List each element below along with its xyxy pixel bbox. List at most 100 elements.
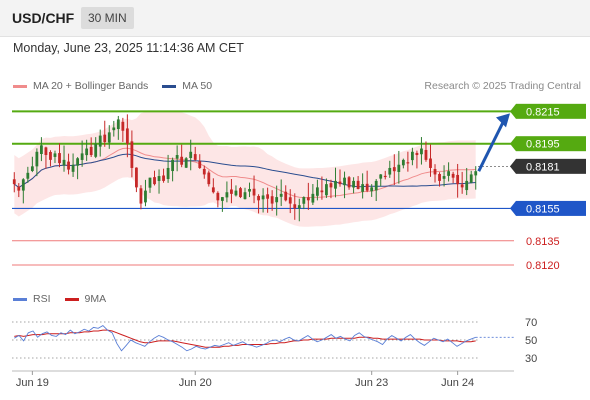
candle-body [424, 149, 428, 160]
candle-body [12, 179, 16, 185]
candle-body [107, 132, 111, 143]
candle-body [130, 141, 134, 168]
candle-body [189, 151, 193, 159]
timestamp: Monday, June 23, 2025 11:14:36 AM CET [13, 41, 244, 55]
candle-body [144, 190, 147, 203]
candle-body [49, 151, 52, 160]
candle-body [184, 158, 188, 168]
candle-body [311, 193, 315, 203]
x-tick-label: Jun 19 [16, 377, 49, 389]
candle-body [325, 184, 328, 196]
candle-body [315, 187, 319, 196]
candle-body [35, 151, 39, 167]
candle-body [442, 176, 446, 179]
rsi-ma-line [14, 329, 476, 348]
candle-body [266, 194, 270, 199]
candle-body [162, 175, 165, 181]
candle-body [392, 167, 396, 172]
candle-body [62, 159, 66, 166]
candle-body [207, 172, 211, 185]
x-axis: Jun 19 Jun 20 Jun 23 Jun 24 [12, 370, 514, 389]
candles [12, 114, 478, 222]
x-tick-label: Jun 23 [355, 377, 388, 389]
candle-body [365, 183, 369, 191]
candle-body [125, 128, 129, 144]
candle-body [112, 127, 116, 131]
candle-body [279, 193, 283, 197]
candle-body [415, 152, 419, 156]
candle-body [447, 171, 450, 176]
candle-body [220, 197, 224, 201]
candle-body [420, 148, 423, 155]
copyright: Research © 2025 Trading Central [424, 80, 581, 92]
legend-rsi: RSI [13, 293, 51, 305]
projection-arrow [477, 113, 510, 172]
candle-body [383, 175, 387, 178]
candle-body [379, 174, 383, 179]
candle-body [388, 167, 392, 175]
rsi-tick-label: 70 [525, 317, 537, 329]
level-label-pointer-resistance [510, 136, 516, 152]
candle-body [198, 161, 202, 168]
legend-rsi-ma-swatch [64, 297, 79, 301]
candle-body [252, 188, 256, 196]
candle-body [270, 196, 274, 204]
candle-body [370, 187, 374, 192]
candle-body [116, 119, 120, 130]
candle-body [80, 153, 84, 160]
level-label-pointer-current [510, 158, 516, 174]
ma50-line [14, 153, 476, 188]
candle-body [171, 159, 175, 172]
candle-body [139, 188, 143, 204]
candle-body [334, 180, 337, 189]
candle-body [103, 134, 107, 143]
candle-body [157, 176, 161, 181]
level-label-current: 0.8181 [526, 161, 560, 173]
candle-body [352, 180, 355, 188]
rsi-line [14, 325, 476, 352]
legend-ma20-bollinger: MA 20 + Bollinger Bands [13, 80, 148, 92]
timeframe-button[interactable]: 30 MIN [81, 7, 134, 29]
candle-body [148, 177, 152, 188]
candle-body [410, 151, 414, 161]
candle-body [98, 135, 102, 147]
candle-body [397, 164, 401, 172]
level-label-bg-resistance [516, 103, 586, 119]
candle-body [230, 189, 233, 194]
candle-body [44, 147, 48, 156]
candle-body [94, 143, 98, 157]
legend-rsi-swatch [13, 297, 27, 301]
candle-body [175, 155, 179, 159]
candle-body [456, 174, 460, 185]
rsi-legend: RSI 9MA [13, 293, 120, 305]
pair-title: USD/CHF [12, 10, 75, 26]
candle-body [474, 171, 478, 176]
candle-body [234, 190, 238, 196]
candle-body [53, 153, 57, 157]
bollinger-band-fill [14, 110, 476, 227]
candle-body [71, 164, 75, 172]
level-labels: 0.8215 0.8195 0.8181 0.8155 0.8135 0.8120 [510, 103, 586, 272]
candle-body [216, 192, 220, 201]
candle-body [40, 145, 43, 154]
level-label-target: 0.8120 [526, 260, 560, 272]
level-label-bg-current [516, 158, 586, 174]
candle-body [30, 166, 34, 171]
candle-body [293, 204, 297, 209]
candle-body [401, 159, 405, 166]
candle-body [58, 153, 61, 164]
candle-body [406, 162, 410, 164]
level-label-bg-support [516, 200, 586, 216]
candle-body [438, 174, 441, 181]
candle-body [225, 192, 229, 198]
candle-body [180, 156, 184, 165]
candle-body [261, 195, 265, 200]
level-label-resistance: 0.8195 [526, 139, 560, 151]
candle-body [135, 167, 138, 188]
level-label-pointer-resistance [510, 103, 516, 119]
candle-body [320, 190, 324, 193]
candle-body [469, 174, 473, 183]
legend-ma20-label: MA 20 + Bollinger Bands [33, 80, 149, 92]
level-label-pointer-support [510, 200, 516, 216]
